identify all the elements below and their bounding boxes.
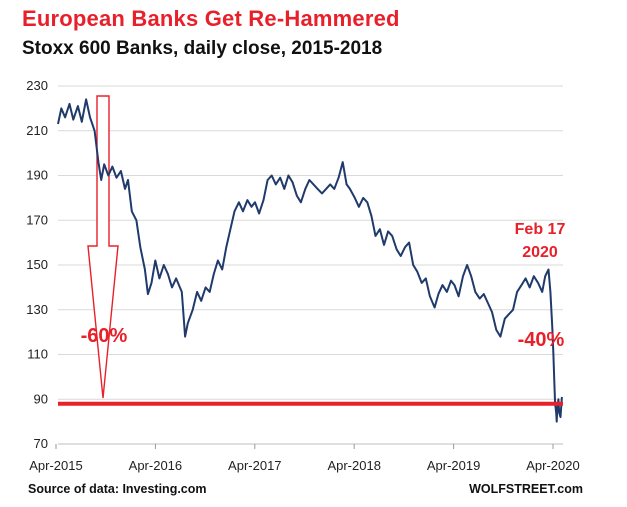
credit-note: WOLFSTREET.com [469,482,583,496]
x-axis-ticks: Apr-2015 Apr-2016 Apr-2017 Apr-2018 Apr-2019… [29,444,580,473]
y-tick-label: 210 [26,123,48,138]
y-tick-label: 190 [26,168,48,183]
y-tick-label: 170 [26,212,48,227]
x-tick-label: Apr-2017 [228,458,281,473]
y-tick-label: 90 [34,391,48,406]
annotation-feb-date: Feb 17 [515,221,566,238]
x-tick-label: Apr-2018 [327,458,380,473]
y-tick-label: 230 [26,78,48,93]
chart-title: European Banks Get Re-Hammered [22,6,400,31]
annotation-feb-year: 2020 [522,244,558,261]
y-tick-label: 70 [34,436,48,451]
series-line-stoxx-600-banks [57,98,563,423]
x-tick-label: Apr-2020 [526,458,579,473]
x-tick-label: Apr-2015 [29,458,82,473]
x-tick-label: Apr-2019 [427,458,480,473]
annotation-drop-2015: -60% [81,325,128,347]
y-tick-label: 150 [26,257,48,272]
source-note: Source of data: Investing.com [28,482,207,496]
chart-subtitle: Stoxx 600 Banks, daily close, 2015-2018 [22,38,383,59]
y-tick-label: 110 [27,347,48,362]
annotation-drop-2020: -40% [518,329,565,351]
gridlines [58,85,563,445]
x-tick-label: Apr-2016 [129,458,182,473]
down-arrow-icon [87,95,119,399]
y-axis-ticks: 70 90 110 130 150 170 190 210 230 [26,78,48,451]
y-tick-label: 130 [26,302,48,317]
drop-arrow-annotation [87,95,119,399]
